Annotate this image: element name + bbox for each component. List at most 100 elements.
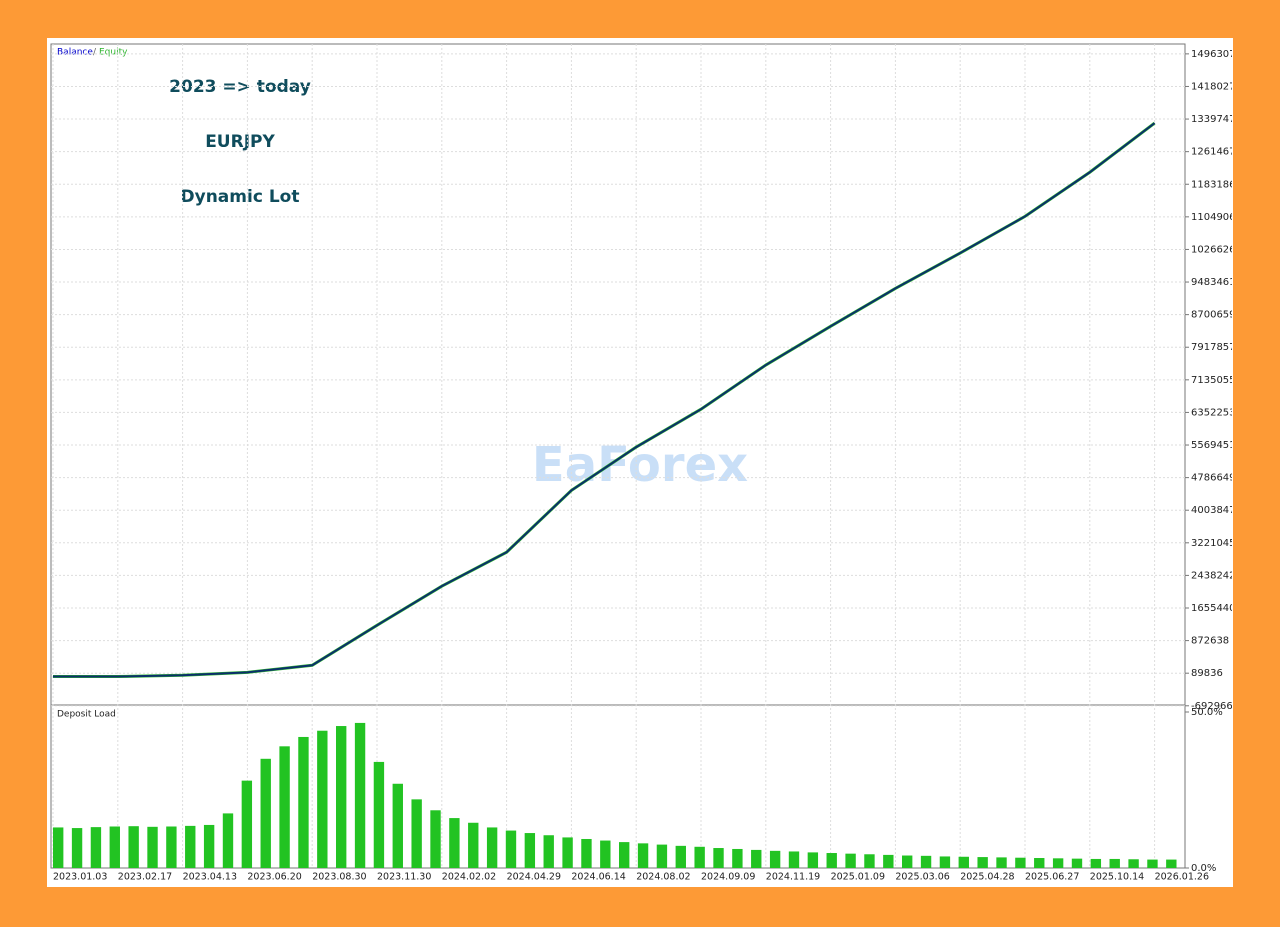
- x-tick-label: 2026.01.26: [1155, 872, 1209, 883]
- y-tick-label: 0.0%: [1191, 863, 1216, 874]
- bar: [581, 838, 592, 868]
- x-tick-label: 2024.06.14: [571, 872, 625, 883]
- bar: [656, 844, 668, 868]
- x-tick-label: 2023.01.03: [53, 872, 107, 883]
- bar: [543, 835, 554, 868]
- bar: [430, 810, 441, 868]
- x-tick-label: 2023.11.30: [377, 872, 431, 883]
- bar: [883, 854, 894, 868]
- bar: [920, 855, 932, 868]
- bar: [713, 848, 724, 868]
- annotation: 2023 => today: [169, 77, 311, 97]
- bar: [807, 852, 819, 868]
- bar: [449, 818, 460, 868]
- y-tick-label: 11049065: [1191, 212, 1242, 223]
- bar: [317, 730, 328, 868]
- x-tick-label: 2023.06.20: [247, 872, 301, 883]
- y-tick-label: 9483461: [1191, 277, 1236, 288]
- y-tick-label: 8700659: [1191, 310, 1236, 321]
- y-tick-label: 6352253: [1191, 407, 1236, 418]
- bar: [977, 857, 988, 868]
- bar: [505, 830, 517, 868]
- bar: [90, 827, 102, 868]
- bar: [185, 825, 196, 868]
- subchart-title: Deposit Load: [57, 710, 116, 720]
- bar: [769, 850, 781, 868]
- plot-frame: [50, 43, 1186, 869]
- bar: [411, 799, 422, 868]
- bar: [1090, 858, 1102, 868]
- legend-separator: /: [93, 48, 97, 58]
- bar: [147, 826, 158, 868]
- bar: [53, 827, 64, 868]
- bar: [902, 855, 913, 868]
- y-tick-label: 89836: [1191, 668, 1223, 679]
- x-tick-label: 2023.08.30: [312, 872, 366, 883]
- x-tick-label: 2024.02.02: [442, 872, 496, 883]
- bar: [826, 853, 837, 868]
- bar: [336, 726, 347, 868]
- bar: [864, 854, 875, 868]
- y-tick-label: 11831868: [1191, 179, 1242, 190]
- bar: [600, 840, 611, 868]
- bar: [1147, 859, 1158, 868]
- bar: [524, 833, 536, 868]
- bar: [279, 746, 290, 868]
- x-tick-label: 2024.09.09: [701, 872, 755, 883]
- bar: [392, 783, 403, 868]
- x-tick-label: 2025.01.09: [831, 872, 885, 883]
- bar: [298, 736, 309, 868]
- y-tick-label: 7135055: [1191, 375, 1236, 386]
- bar: [354, 722, 366, 868]
- panel: [47, 38, 1233, 887]
- tick-layer: -692966 89836 872638 1655440 2438242 3221045 4…: [1191, 49, 1242, 874]
- series-line: [53, 122, 1156, 678]
- y-tick-label: 14963076: [1191, 49, 1242, 60]
- y-tick-label: 50.0%: [1191, 707, 1223, 718]
- bar: [751, 849, 762, 868]
- bar: [1166, 859, 1177, 868]
- bar: [788, 851, 800, 868]
- y-tick-label: 2438242: [1191, 570, 1236, 581]
- bar: [694, 846, 705, 868]
- bar: [958, 856, 969, 868]
- bar: [373, 761, 385, 868]
- bar: [166, 826, 177, 868]
- bar: [1071, 858, 1083, 868]
- y-tick-label: 12614670: [1191, 147, 1242, 158]
- y-tick-label: 14180274: [1191, 81, 1242, 92]
- x-tick-label: 2025.06.27: [1025, 872, 1079, 883]
- bar: [1034, 858, 1045, 868]
- x-tick-label: 2024.11.19: [766, 872, 820, 883]
- x-tick-label: 2023.04.13: [183, 872, 237, 883]
- y-tick-label: 10266263: [1191, 244, 1242, 255]
- x-tick-label: 2023.02.17: [118, 872, 172, 883]
- bar: [1109, 858, 1120, 868]
- bar: [1052, 858, 1064, 868]
- bar: [845, 853, 856, 868]
- annotation: EURJPY: [205, 132, 275, 152]
- bar: [71, 828, 83, 868]
- y-tick-label: -692966: [1191, 701, 1233, 712]
- bar: [486, 827, 498, 868]
- y-tick-label: 3221045: [1191, 538, 1236, 549]
- x-tick-label: 2025.04.28: [960, 872, 1014, 883]
- bar: [468, 822, 479, 868]
- bar: [1128, 859, 1139, 868]
- bar: [128, 826, 139, 868]
- bar: [996, 857, 1007, 868]
- x-tick-label: 2024.04.29: [507, 872, 561, 883]
- bar: [675, 845, 686, 868]
- y-tick-label: 872638: [1191, 636, 1229, 647]
- legend-equity: Equity: [99, 48, 128, 58]
- bar: [619, 842, 630, 868]
- bar: [637, 843, 649, 868]
- bar: [222, 813, 234, 868]
- bar: [939, 856, 951, 868]
- bar: [260, 758, 271, 868]
- annotation: Dynamic Lot: [181, 187, 300, 207]
- y-tick-label: 4003847: [1191, 505, 1236, 516]
- y-tick-label: 1655440: [1191, 603, 1236, 614]
